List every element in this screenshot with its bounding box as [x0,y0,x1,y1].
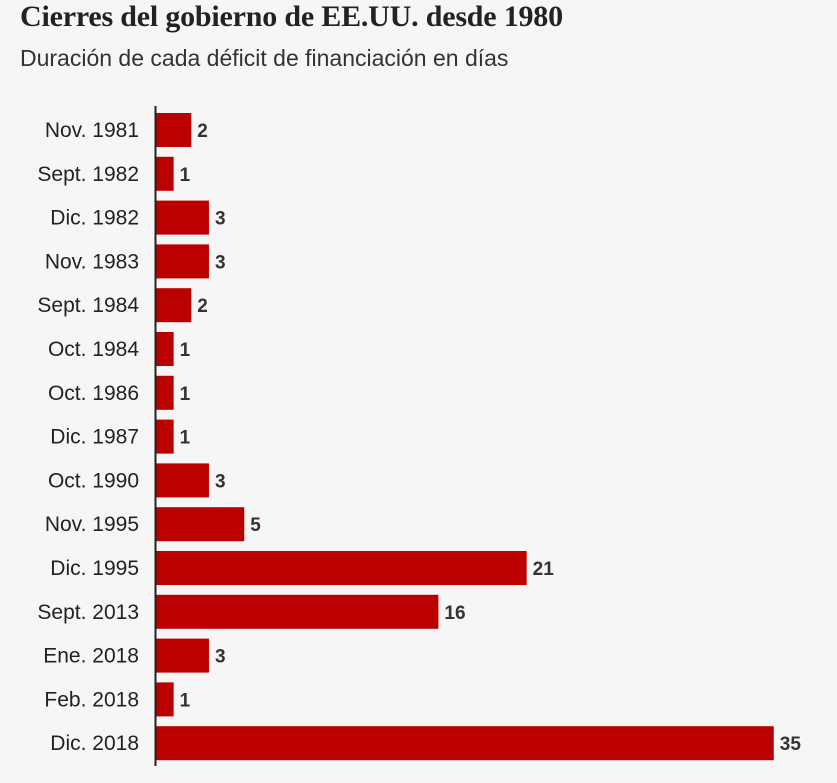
bars-group [156,113,774,761]
category-label: Oct. 1984 [48,338,139,361]
bar [156,156,174,191]
value-label: 16 [444,603,465,624]
value-label: 1 [180,428,191,449]
bar [156,288,192,323]
value-label: 1 [180,384,191,405]
category-label: Feb. 2018 [44,688,139,711]
bar [156,507,245,542]
value-label: 5 [250,515,261,536]
category-label: Oct. 1986 [48,382,139,405]
bar [156,726,774,761]
category-label: Ene. 2018 [43,645,139,668]
value-label: 2 [197,296,208,317]
bar [156,113,192,147]
category-label: Nov. 1995 [45,513,139,536]
category-label: Dic. 1987 [50,426,139,449]
category-label: Dic. 2018 [50,732,139,755]
chart-title: Cierres del gobierno de EE.UU. desde 198… [20,0,563,33]
value-label: 3 [215,471,226,492]
bar [156,594,439,629]
bar [156,638,209,673]
category-label: Oct. 1990 [48,469,139,492]
category-label: Sept. 1984 [37,294,139,317]
value-label: 3 [215,647,226,668]
value-label: 1 [180,340,191,361]
category-label: Dic. 1982 [50,207,139,230]
category-label: Dic. 1995 [50,557,139,580]
value-label: 3 [215,209,226,230]
value-label: 3 [215,252,226,273]
value-label: 2 [197,121,208,142]
category-label: Sept. 1982 [37,163,139,186]
bar [156,551,527,585]
bar [156,244,209,279]
value-label: 1 [180,690,191,711]
category-label: Nov. 1981 [45,119,139,142]
bar [156,200,209,235]
chart-subtitle: Duración de cada déficit de financiación… [20,45,509,71]
category-label: Sept. 2013 [37,601,139,624]
bar [156,682,174,717]
category-labels-group: Nov. 1981 Sept. 1982 Dic. 1982 Nov. 1983 Sep… [37,119,139,755]
value-label: 35 [780,734,802,755]
bar [156,375,174,410]
value-label: 21 [533,559,555,580]
category-label: Nov. 1983 [45,250,139,273]
bar [156,332,174,366]
bar [156,463,209,498]
value-label: 1 [180,165,191,186]
bar [156,419,174,454]
